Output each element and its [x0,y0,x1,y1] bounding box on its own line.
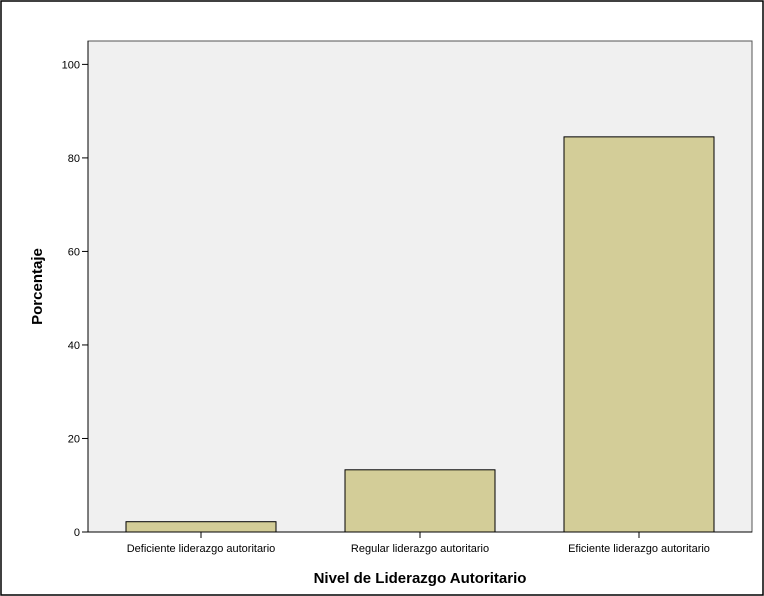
y-axis-title: Porcentaje [29,248,46,325]
x-tick-label-1: Deficiente liderazgo autoritario [127,543,276,555]
y-tick-label-20: 20 [68,433,80,445]
x-tick-label-3: Eficiente liderazgo autoritario [568,543,710,555]
y-tick-label-80: 80 [68,153,80,165]
bar-1 [125,521,277,533]
x-axis-title: Nivel de Liderazgo Autoritario [314,570,527,587]
y-tick-label-60: 60 [68,246,80,258]
x-axis: Deficiente liderazgo autoritario Regular … [88,531,752,555]
bar-3 [563,136,715,533]
bars [125,136,715,533]
y-tick-label-100: 100 [62,59,80,71]
y-tick-label-0: 0 [74,527,80,539]
bar-2 [344,469,496,533]
x-tick-label-2: Regular liderazgo autoritario [351,543,489,555]
y-tick-label-40: 40 [68,340,80,352]
y-axis: 0 20 40 60 80 100 [62,41,89,539]
